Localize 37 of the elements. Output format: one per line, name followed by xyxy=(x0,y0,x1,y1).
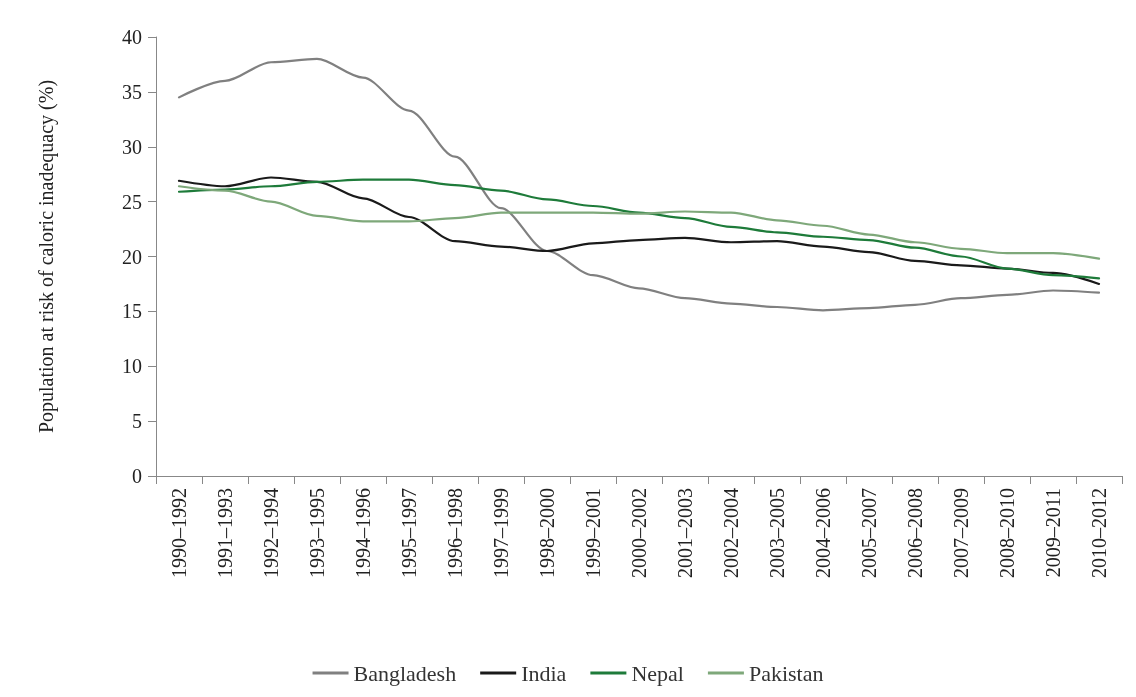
x-tick-label: 2005–2007 xyxy=(858,488,880,578)
y-tick-label: 25 xyxy=(122,190,142,213)
line-series xyxy=(177,57,1101,312)
x-tick-label: 1999–2001 xyxy=(582,488,604,578)
legend-label: Bangladesh xyxy=(353,660,457,686)
x-tick-label: 2010–2012 xyxy=(1088,488,1110,578)
y-tick-label: 15 xyxy=(122,300,142,323)
x-tick-label: 1993–1995 xyxy=(306,488,328,578)
y-tick-label: 0 xyxy=(132,465,142,487)
y-tick-label: 10 xyxy=(122,355,142,378)
x-tick-label: 1995–1997 xyxy=(398,488,420,578)
y-tick-label: 30 xyxy=(122,135,142,158)
y-tick-label: 5 xyxy=(132,410,142,433)
x-tick-label: 2006–2008 xyxy=(904,488,926,578)
y-tick-label: 35 xyxy=(122,80,142,103)
x-tick-label: 2001–2003 xyxy=(674,488,696,578)
x-tick-label: 2007–2009 xyxy=(950,488,972,578)
x-tick-label: 2003–2005 xyxy=(766,488,788,578)
legend-label: Pakistan xyxy=(748,660,824,686)
x-tick-label: 1997–1999 xyxy=(490,488,512,578)
x-tick-label: 2009–2011 xyxy=(1042,488,1064,578)
x-tick-label: 1991–1993 xyxy=(214,488,236,578)
legend-label: India xyxy=(521,660,567,686)
x-tick-label: 1990–1992 xyxy=(168,488,190,578)
y-tick-label: 20 xyxy=(122,245,142,268)
x-tick-label: 2002–2004 xyxy=(720,488,742,578)
y-tick-label: 40 xyxy=(122,26,142,48)
x-tick-label: 2000–2002 xyxy=(628,488,650,578)
x-tick-label: 1994–1996 xyxy=(352,488,374,578)
legend-label: Nepal xyxy=(631,660,684,686)
line-series xyxy=(177,185,1101,260)
x-tick-label: 1992–1994 xyxy=(260,488,282,578)
x-tick-label: 2004–2006 xyxy=(812,488,834,578)
x-tick-label: 1998–2000 xyxy=(536,488,558,578)
y-axis-title: Population at risk of caloric inadequacy (%) xyxy=(35,79,58,434)
x-tick-label: 1996–1998 xyxy=(444,488,466,578)
x-tick-label: 2008–2010 xyxy=(996,488,1018,578)
